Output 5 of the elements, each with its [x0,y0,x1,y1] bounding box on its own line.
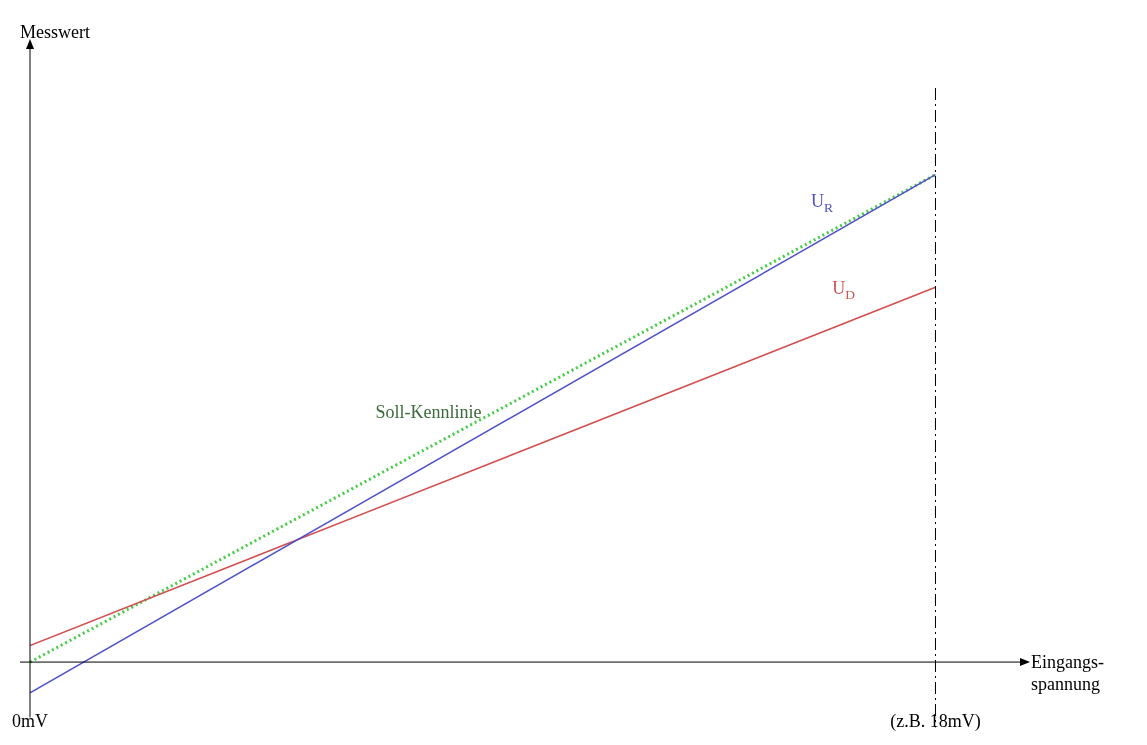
x-tick-label: (z.B. 18mV) [890,710,981,732]
text: Messwert [20,22,90,42]
series-label: Soll-Kennlinie [375,401,482,422]
x-tick-label: 0mV [12,710,48,731]
x-axis-title: Eingangs- spannung [1031,652,1104,695]
